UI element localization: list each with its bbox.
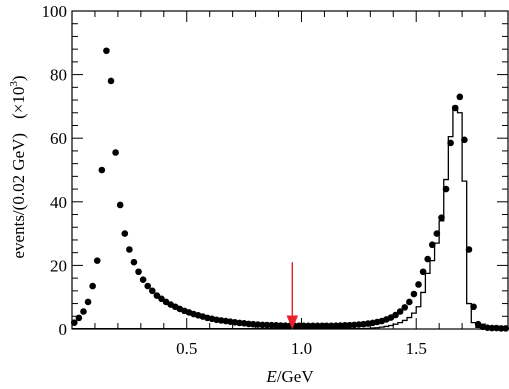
data-point [438,214,445,221]
plot-frame [71,10,509,330]
data-point [158,295,165,303]
data-point [470,303,477,311]
y-axis-multiplier-exponent: 3 [8,81,20,87]
data-point [396,308,404,315]
data-point [112,149,119,156]
data-point [305,322,312,330]
y-axis-multiplier: (×10 [9,87,28,119]
plot-border [71,10,509,330]
y-tick-label: 0 [59,320,68,339]
data-point [451,104,459,112]
y-tick-label: 20 [50,256,67,275]
y-tick-label: 80 [50,66,67,85]
x-axis-label-unit: /GeV [277,367,315,386]
data-point [98,166,106,174]
y-axis-label: events/(0.02 GeV) (×103) [8,76,28,259]
data-point [447,139,454,147]
data-point [401,304,409,311]
x-tick-label: 0.5 [176,339,197,358]
tick-labels: 0.5 1.0 1.5 0 20 40 60 80 100 [42,2,427,358]
data-point [153,292,161,299]
data-point [149,287,156,295]
x-axis-label-variable: E [265,367,277,386]
histogram-line [72,105,508,330]
data-point [107,77,115,85]
data-point [424,255,431,263]
data-point [456,93,464,101]
x-tick-label: 1.0 [291,339,312,358]
data-point [139,276,147,284]
data-point [488,324,496,332]
data-point [121,230,129,237]
data-point [406,298,413,306]
y-tick-label: 60 [50,129,67,148]
data-point [80,308,87,315]
data-point [144,282,152,290]
data-point [465,246,473,253]
data-point [497,325,505,332]
data-point [75,314,83,322]
data-point [70,319,78,326]
data-point [126,246,133,253]
data-point [295,322,303,330]
data-point [84,298,92,306]
data-point [323,322,331,330]
data-point [410,290,418,298]
axis-ticks [72,11,508,329]
data-point [93,257,101,264]
y-tick-label: 40 [50,193,67,212]
data-point [130,258,138,266]
data-point [419,268,427,276]
data-point [135,268,142,276]
data-point [314,322,321,330]
y-axis-label-text: events/(0.02 GeV) [9,133,28,259]
data-point [309,322,317,330]
x-tick-label: 1.5 [406,339,427,358]
histogram-series [72,105,508,330]
data-point [116,201,124,209]
data-point [103,47,110,55]
data-point [461,136,468,144]
y-axis-multiplier-close: ) [9,76,28,82]
data-point [442,185,450,193]
annotations [286,262,299,330]
cut-arrow-head [286,315,299,330]
data-points [70,47,509,332]
data-point [502,325,509,332]
y-tick-label: 100 [42,2,68,21]
data-point [428,241,436,249]
data-point [300,322,308,330]
data-point [392,311,399,319]
x-axis-label: E/GeV [265,367,314,386]
data-point [89,282,96,290]
data-point [433,230,441,237]
data-point [318,322,326,330]
data-point [415,281,422,288]
